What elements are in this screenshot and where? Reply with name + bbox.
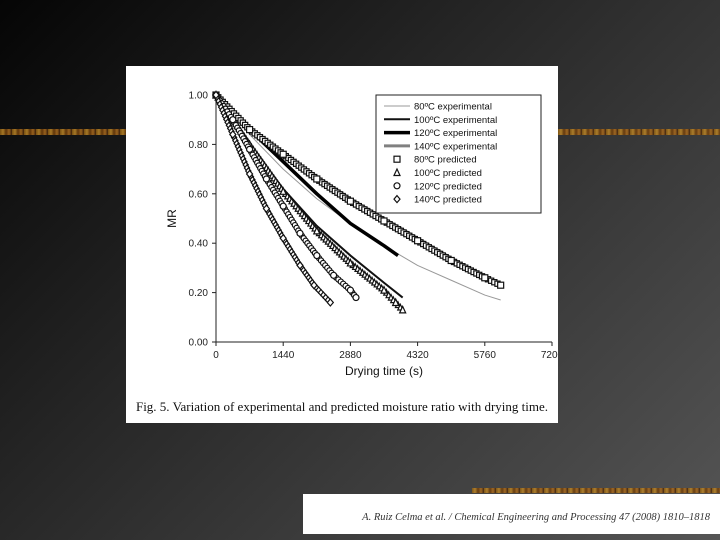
legend-label-80-c-predicted: 80ºC predicted [414, 155, 477, 166]
legend-box [375, 94, 542, 214]
data-point-140-c-predicted [326, 298, 335, 307]
x-tick-label: 2880 [339, 350, 362, 361]
data-point-120-c-predicted [330, 271, 338, 279]
data-point-80-c-predicted [497, 281, 505, 289]
data-point-120-c-predicted [229, 116, 237, 124]
data-point-140-c-predicted [279, 233, 287, 243]
y-tick-label: 0.00 [189, 338, 209, 349]
data-point-100-c-predicted [279, 186, 288, 195]
y-tick-label: 0.20 [189, 288, 209, 299]
chart-legend: 80ºC experimental 100ºC experimental 120ºC… [375, 94, 542, 214]
data-point-80-c-predicted [346, 197, 354, 205]
citation-box: A. Ruiz Celma et al. / Chemical Engineer… [303, 494, 720, 534]
x-axis-label: Drying time (s) [345, 364, 423, 378]
y-tick-label: 0.40 [189, 239, 209, 250]
data-point-80-c-predicted [481, 274, 489, 282]
x-tick-label: 4320 [406, 350, 429, 361]
legend-swatch-100-c-predicted [393, 167, 401, 177]
x-tick-label: 1440 [272, 350, 295, 361]
data-point-80-c-predicted [447, 256, 455, 265]
data-point-80-c-predicted [414, 237, 422, 245]
legend-label-100-c-predicted: 100ºC predicted [414, 168, 482, 179]
data-point-120-c-predicted [313, 251, 321, 260]
x-tick-label: 5760 [474, 350, 497, 361]
data-point-140-c-predicted [296, 261, 304, 270]
data-point-100-c-predicted [346, 258, 355, 267]
legend-swatch-120-c-predicted [393, 182, 401, 190]
y-tick-label: 0.60 [189, 189, 209, 200]
legend-label-120-c-predicted: 120ºC predicted [414, 181, 482, 192]
data-point-140-c-predicted [229, 130, 237, 139]
data-point-140-c-predicted [245, 169, 254, 179]
data-point-80-c-predicted [245, 125, 254, 134]
legend-label-140-c-predicted: 140ºC predicted [414, 195, 482, 206]
data-point-120-c-predicted [262, 175, 270, 183]
legend-swatch-140-c-predicted [393, 194, 401, 204]
legend-swatch-80-c-predicted [393, 155, 401, 163]
y-tick-label: 0.80 [189, 140, 209, 151]
decorative-stripe-left [0, 129, 127, 135]
data-point-120-c-predicted [296, 229, 304, 237]
legend-label-140-c-experimental: 140ºC experimental [414, 141, 497, 152]
legend-label-100-c-experimental: 100ºC experimental [414, 115, 497, 126]
data-point-120-c-predicted [346, 286, 354, 294]
figure-caption: Fig. 5. Variation of experimental and pr… [135, 399, 549, 414]
legend-label-120-c-experimental: 120ºC experimental [414, 128, 497, 139]
data-point-140-c-predicted [310, 280, 318, 290]
data-point-80-c-predicted [380, 217, 388, 225]
data-point-100-c-predicted [391, 297, 400, 307]
x-tick-label: 0 [213, 350, 219, 361]
chart-axis-labels: Drying time (s) MR [165, 209, 423, 378]
data-point-80-c-predicted [313, 175, 321, 183]
data-point-80-c-predicted [279, 150, 287, 158]
data-point-100-c-predicted [398, 304, 407, 314]
legend-label-80-c-experimental: 80ºC experimental [414, 102, 492, 113]
chart-series [212, 90, 505, 314]
data-point-100-c-predicted [380, 285, 388, 294]
data-point-120-c-predicted [279, 202, 287, 210]
y-axis-label: MR [165, 209, 179, 228]
citation-text: A. Ruiz Celma et al. / Chemical Engineer… [362, 512, 710, 523]
data-point-140-c-predicted [212, 90, 220, 100]
data-point-140-c-predicted [262, 204, 271, 214]
y-tick-label: 1.00 [189, 91, 209, 102]
decorative-stripe-bottom [472, 488, 720, 493]
data-point-120-c-predicted [352, 293, 360, 302]
data-point-100-c-predicted [312, 225, 321, 235]
decorative-stripe-right [558, 129, 720, 135]
series-markers-140-c-predicted [212, 90, 335, 307]
data-point-120-c-predicted [245, 145, 254, 153]
